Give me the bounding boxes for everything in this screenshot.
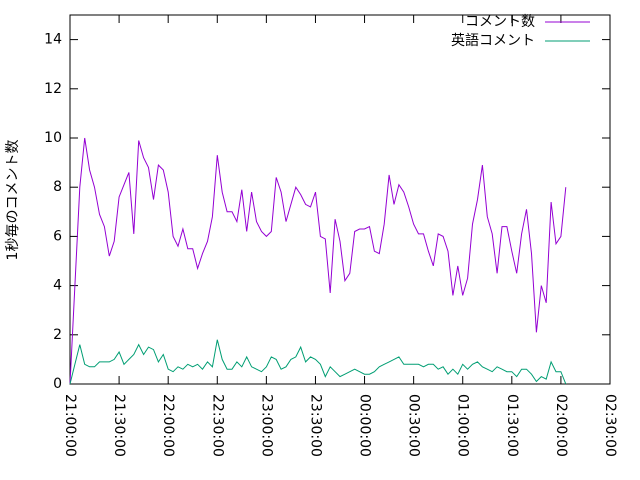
- x-tick-label: 21:30:00: [111, 394, 127, 457]
- x-tick-label: 00:30:00: [406, 394, 422, 457]
- y-axis-label: 1秒毎のコメント数: [5, 140, 21, 261]
- x-tick-label: 21:00:00: [62, 394, 78, 457]
- y-tick-label: 4: [53, 278, 62, 294]
- y-tick-label: 6: [53, 228, 62, 244]
- data-line: [69, 339, 567, 385]
- y-tick-label: 14: [44, 32, 62, 48]
- x-tick-label: 01:30:00: [504, 394, 520, 457]
- x-tick-label: 02:00:00: [553, 394, 569, 457]
- legend-label: 英語コメント: [451, 32, 535, 49]
- x-tick-label: 01:00:00: [455, 394, 471, 457]
- x-tick-label: 02:30:00: [602, 394, 618, 457]
- x-tick-label: 22:30:00: [209, 394, 225, 457]
- plot-border: [69, 14, 611, 385]
- y-tick-label: 2: [53, 327, 62, 343]
- x-tick-label: 23:30:00: [307, 394, 323, 457]
- data-line: [69, 137, 567, 385]
- x-tick-label: 22:00:00: [160, 394, 176, 457]
- y-tick-label: 8: [53, 179, 62, 195]
- y-tick-label: 10: [44, 130, 62, 146]
- x-tick-label: 00:00:00: [357, 394, 373, 457]
- y-tick-label: 12: [44, 81, 62, 97]
- legend-label: コメント数: [465, 14, 535, 30]
- x-tick-label: 23:00:00: [258, 394, 274, 457]
- y-tick-label: 0: [53, 376, 62, 392]
